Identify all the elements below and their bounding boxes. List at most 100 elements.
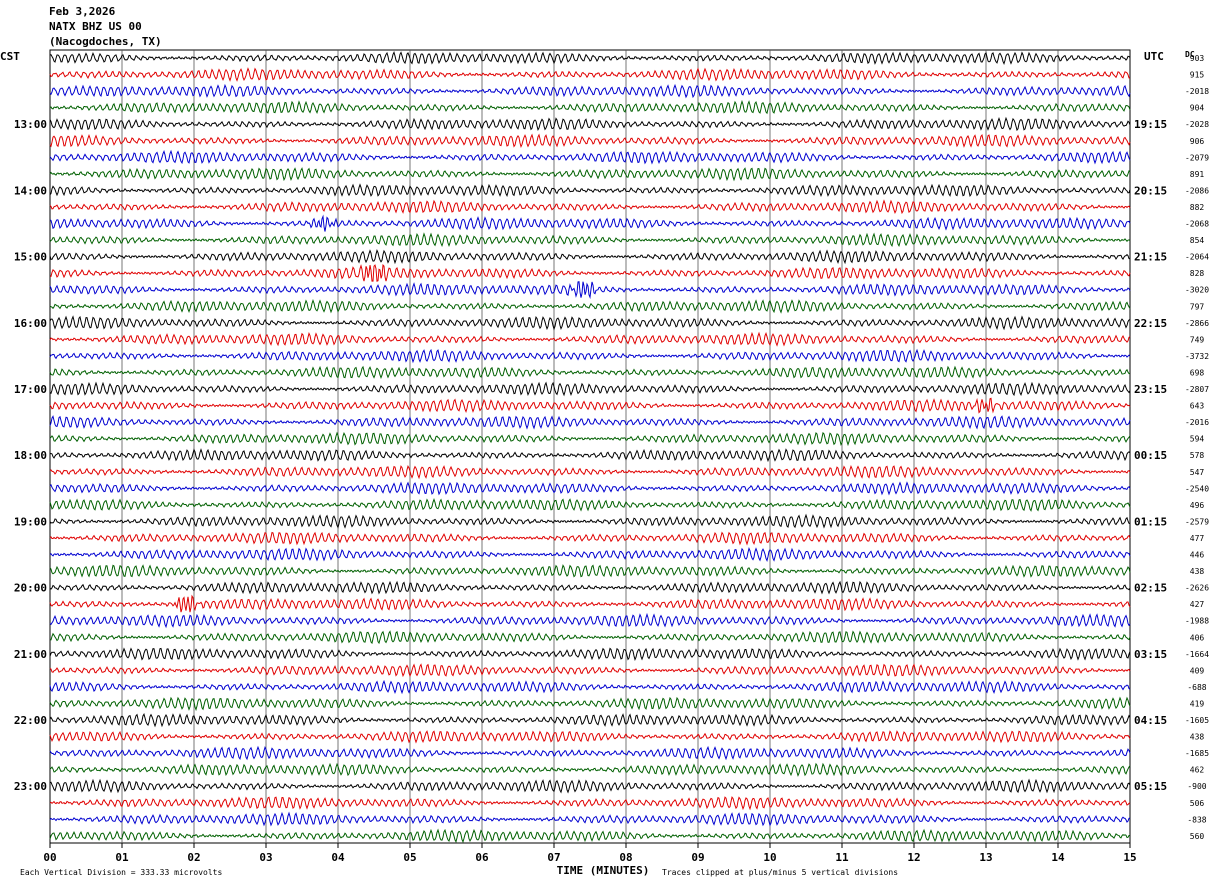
trace-row-29 (49, 531, 1131, 546)
trace-row-14 (49, 281, 1131, 300)
dc-offset-label: 446 (1190, 551, 1205, 560)
dc-offset-label: 797 (1190, 302, 1205, 311)
right-hour-label: 03:15 (1134, 648, 1167, 661)
right-timezone-label: UTC (1144, 50, 1164, 63)
x-axis-title: TIME (MINUTES) (557, 864, 650, 877)
dc-offset-label: 427 (1190, 600, 1205, 609)
dc-offset-label: 915 (1190, 71, 1205, 80)
right-hour-label: 05:15 (1134, 780, 1167, 793)
plot-frame (49, 49, 1131, 844)
x-tick-label: 14 (1051, 851, 1065, 864)
dc-offset-label: 560 (1190, 832, 1205, 841)
x-tick-label: 08 (619, 851, 632, 864)
right-hour-label: 22:15 (1134, 317, 1167, 330)
dc-offset-label: 406 (1190, 633, 1205, 642)
dc-offset-label: -2540 (1185, 484, 1209, 493)
x-tick-label: 07 (547, 851, 560, 864)
x-tick-label: 15 (1123, 851, 1136, 864)
dc-offset-label: 906 (1190, 137, 1205, 146)
trace-row-19 (49, 365, 1131, 380)
trace-row-22 (49, 415, 1131, 430)
dc-offset-label: 496 (1190, 501, 1205, 510)
trace-row-11 (49, 232, 1131, 248)
trace-row-2 (49, 83, 1131, 99)
right-hour-label: 20:15 (1134, 184, 1167, 197)
trace-row-33 (49, 594, 1131, 613)
left-hour-label: 16:00 (14, 317, 47, 330)
x-tick-label: 02 (187, 851, 200, 864)
dc-offset-label: -2018 (1185, 87, 1209, 96)
trace-row-6 (49, 149, 1131, 165)
clip-note: Traces clipped at plus/minus 5 vertical … (662, 868, 898, 877)
trace-row-31 (49, 564, 1131, 578)
trace-row-13 (49, 264, 1131, 282)
trace-row-21 (49, 397, 1131, 414)
dc-offset-label: 506 (1190, 799, 1205, 808)
left-hour-label: 23:00 (14, 780, 47, 793)
x-tick-label: 03 (259, 851, 272, 864)
trace-row-17 (49, 331, 1131, 347)
dc-header-label: DC (1185, 50, 1195, 59)
dc-offset-label: 749 (1190, 335, 1205, 344)
dc-offset-label: -2866 (1185, 319, 1209, 328)
dc-offset-label: -1605 (1185, 716, 1209, 725)
trace-row-5 (49, 133, 1131, 149)
dc-offset-label: -2064 (1185, 253, 1209, 262)
right-hour-label: 02:15 (1134, 582, 1167, 595)
x-tick-label: 10 (763, 851, 776, 864)
trace-row-1 (49, 67, 1131, 82)
right-hour-label: 19:15 (1134, 118, 1167, 131)
trace-row-39 (49, 696, 1131, 712)
date-label: Feb 3,2026 (49, 5, 116, 18)
trace-row-4 (49, 116, 1131, 132)
trace-row-30 (49, 546, 1131, 562)
trace-row-45 (49, 796, 1131, 811)
left-hour-label: 20:00 (14, 582, 47, 595)
dc-offset-label: 438 (1190, 733, 1205, 742)
dc-offset-label: -2079 (1185, 153, 1209, 162)
trace-row-41 (49, 730, 1131, 744)
dc-offset-label: -838 (1187, 815, 1206, 824)
trace-row-38 (49, 679, 1131, 695)
dc-offset-label: 903 (1190, 54, 1205, 63)
left-hour-label: 15:00 (14, 251, 47, 264)
dc-offset-label: 419 (1190, 699, 1205, 708)
dc-offset-label: 882 (1190, 203, 1205, 212)
trace-row-40 (49, 713, 1131, 728)
dc-offset-label: 891 (1190, 170, 1205, 179)
trace-row-26 (49, 481, 1131, 496)
dc-offset-label: 854 (1190, 236, 1205, 245)
trace-row-35 (50, 630, 1131, 645)
left-hour-label: 17:00 (14, 383, 47, 396)
x-tick-label: 12 (907, 851, 920, 864)
trace-row-23 (49, 431, 1131, 447)
right-hour-label: 04:15 (1134, 714, 1167, 727)
dc-offset-label: 698 (1190, 368, 1205, 377)
trace-row-34 (49, 612, 1131, 629)
trace-row-10 (49, 214, 1131, 232)
x-tick-label: 01 (115, 851, 129, 864)
dc-offset-label: 409 (1190, 666, 1205, 675)
trace-row-27 (49, 497, 1131, 512)
dc-offset-label: 462 (1190, 766, 1205, 775)
trace-row-0 (49, 51, 1131, 65)
dc-offset-label: -2086 (1185, 186, 1209, 195)
trace-row-46 (49, 811, 1131, 827)
trace-row-28 (49, 513, 1131, 529)
dc-offset-label: -688 (1187, 683, 1206, 692)
trace-row-8 (49, 183, 1131, 197)
left-hour-label: 14:00 (14, 184, 47, 197)
station-label: NATX BHZ US 00 (49, 20, 142, 33)
x-tick-label: 11 (835, 851, 849, 864)
dc-offset-label: -2626 (1185, 584, 1209, 593)
x-tick-label: 00 (43, 851, 56, 864)
trace-row-3 (49, 99, 1131, 115)
dc-offset-label: 547 (1190, 468, 1205, 477)
dc-offset-label: 828 (1190, 269, 1205, 278)
left-hour-label: 21:00 (14, 648, 47, 661)
trace-row-47 (49, 828, 1131, 844)
trace-row-37 (49, 663, 1131, 678)
x-tick-label: 06 (475, 851, 489, 864)
dc-offset-label: -2579 (1185, 517, 1209, 526)
